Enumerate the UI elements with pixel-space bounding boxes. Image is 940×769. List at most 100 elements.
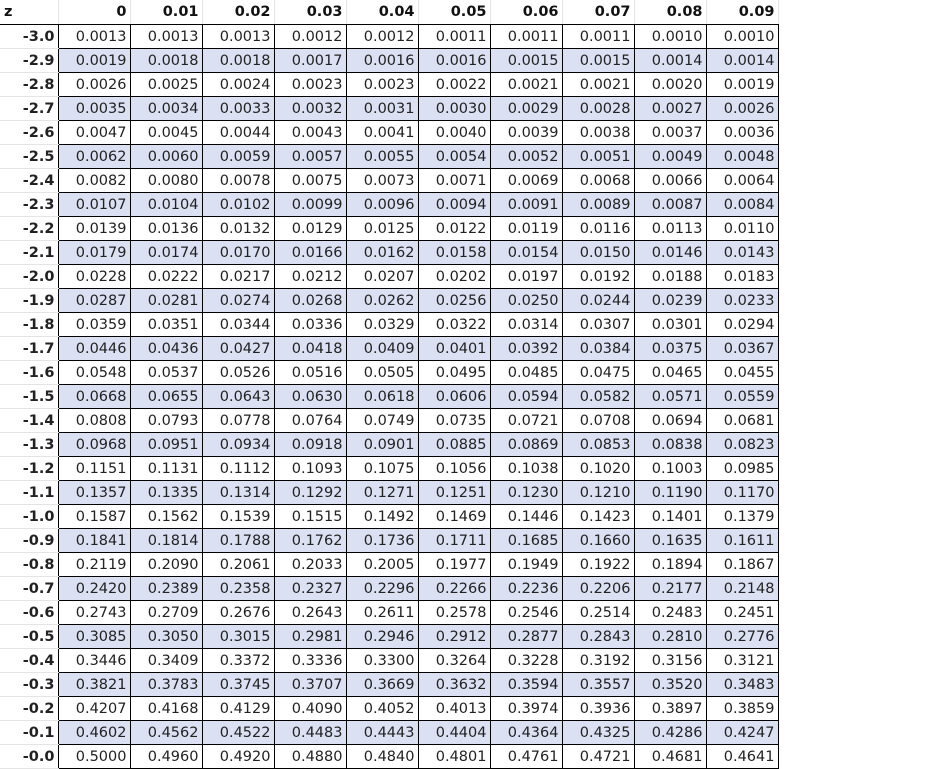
table-cell[interactable]: 0.0033 <box>201 96 275 121</box>
table-cell[interactable]: 0.4602 <box>57 720 131 745</box>
table-cell[interactable]: 0.4443 <box>345 720 419 745</box>
table-cell[interactable]: 0.4721 <box>561 744 635 769</box>
table-cell[interactable]: 0.0281 <box>129 288 203 313</box>
table-cell[interactable]: 0.0436 <box>129 336 203 361</box>
table-cell[interactable]: 0.2611 <box>345 600 419 625</box>
table-cell[interactable]: 0.0016 <box>345 48 419 73</box>
table-cell[interactable]: 0.4052 <box>345 696 419 721</box>
table-cell[interactable]: 0.4247 <box>705 720 779 745</box>
table-cell[interactable]: 0.2296 <box>345 576 419 601</box>
row-header-z[interactable]: -2.2 <box>0 216 59 241</box>
table-cell[interactable]: 0.0594 <box>489 384 563 409</box>
table-cell[interactable]: 0.1736 <box>345 528 419 553</box>
table-cell[interactable]: 0.0125 <box>345 216 419 241</box>
table-cell[interactable]: 0.0122 <box>417 216 491 241</box>
table-cell[interactable]: 0.0197 <box>489 264 563 289</box>
table-cell[interactable]: 0.0040 <box>417 120 491 145</box>
table-cell[interactable]: 0.1611 <box>705 528 779 553</box>
table-cell[interactable]: 0.0183 <box>705 264 779 289</box>
table-cell[interactable]: 0.0344 <box>201 312 275 337</box>
table-cell[interactable]: 0.1271 <box>345 480 419 505</box>
table-cell[interactable]: 0.0192 <box>561 264 635 289</box>
table-cell[interactable]: 0.0096 <box>345 192 419 217</box>
table-cell[interactable]: 0.0233 <box>705 288 779 313</box>
table-cell[interactable]: 0.4013 <box>417 696 491 721</box>
row-header-z[interactable]: -2.5 <box>0 144 59 169</box>
row-header-z[interactable]: -1.8 <box>0 312 59 337</box>
table-cell[interactable]: 0.2946 <box>345 624 419 649</box>
table-cell[interactable]: 0.0559 <box>705 384 779 409</box>
table-cell[interactable]: 0.0401 <box>417 336 491 361</box>
table-cell[interactable]: 0.0136 <box>129 216 203 241</box>
table-cell[interactable]: 0.0051 <box>561 144 635 169</box>
table-cell[interactable]: 0.1711 <box>417 528 491 553</box>
row-header-z[interactable]: -2.6 <box>0 120 59 145</box>
table-cell[interactable]: 0.0035 <box>57 96 131 121</box>
row-header-z[interactable]: -2.3 <box>0 192 59 217</box>
table-cell[interactable]: 0.0262 <box>345 288 419 313</box>
table-cell[interactable]: 0.3483 <box>705 672 779 697</box>
column-header[interactable]: 0.02 <box>202 0 275 25</box>
table-cell[interactable]: 0.0021 <box>489 72 563 97</box>
table-cell[interactable]: 0.2236 <box>489 576 563 601</box>
row-header-z[interactable]: -0.5 <box>0 624 59 649</box>
table-cell[interactable]: 0.3015 <box>201 624 275 649</box>
table-cell[interactable]: 0.0162 <box>345 240 419 265</box>
table-cell[interactable]: 0.1492 <box>345 504 419 529</box>
table-cell[interactable]: 0.0516 <box>273 360 347 385</box>
table-cell[interactable]: 0.4562 <box>129 720 203 745</box>
table-cell[interactable]: 0.3897 <box>633 696 707 721</box>
table-cell[interactable]: 0.0146 <box>633 240 707 265</box>
table-cell[interactable]: 0.0475 <box>561 360 635 385</box>
table-cell[interactable]: 0.3594 <box>489 672 563 697</box>
table-cell[interactable]: 0.1762 <box>273 528 347 553</box>
table-cell[interactable]: 0.0655 <box>129 384 203 409</box>
table-cell[interactable]: 0.1660 <box>561 528 635 553</box>
row-header-z[interactable]: -0.3 <box>0 672 59 697</box>
table-cell[interactable]: 0.0129 <box>273 216 347 241</box>
table-cell[interactable]: 0.0207 <box>345 264 419 289</box>
table-cell[interactable]: 0.2389 <box>129 576 203 601</box>
table-cell[interactable]: 0.3228 <box>489 648 563 673</box>
table-cell[interactable]: 0.2005 <box>345 552 419 577</box>
table-cell[interactable]: 0.2643 <box>273 600 347 625</box>
table-cell[interactable]: 0.0274 <box>201 288 275 313</box>
table-cell[interactable]: 0.0062 <box>57 144 131 169</box>
table-cell[interactable]: 0.0027 <box>633 96 707 121</box>
table-cell[interactable]: 0.1314 <box>201 480 275 505</box>
table-cell[interactable]: 0.2546 <box>489 600 563 625</box>
table-cell[interactable]: 0.0901 <box>345 432 419 457</box>
table-cell[interactable]: 0.2743 <box>57 600 131 625</box>
table-cell[interactable]: 0.1170 <box>705 480 779 505</box>
row-header-z[interactable]: -0.6 <box>0 600 59 625</box>
table-cell[interactable]: 0.3745 <box>201 672 275 697</box>
table-cell[interactable]: 0.0099 <box>273 192 347 217</box>
table-cell[interactable]: 0.1020 <box>561 456 635 481</box>
table-cell[interactable]: 0.2266 <box>417 576 491 601</box>
table-cell[interactable]: 0.0571 <box>633 384 707 409</box>
table-cell[interactable]: 0.0041 <box>345 120 419 145</box>
table-cell[interactable]: 0.0087 <box>633 192 707 217</box>
table-cell[interactable]: 0.0838 <box>633 432 707 457</box>
table-cell[interactable]: 0.1230 <box>489 480 563 505</box>
table-cell[interactable]: 0.0094 <box>417 192 491 217</box>
row-header-z[interactable]: -3.0 <box>0 24 59 49</box>
table-cell[interactable]: 0.0951 <box>129 432 203 457</box>
table-cell[interactable]: 0.0778 <box>201 408 275 433</box>
table-cell[interactable]: 0.0012 <box>345 24 419 49</box>
table-cell[interactable]: 0.2483 <box>633 600 707 625</box>
table-cell[interactable]: 0.0409 <box>345 336 419 361</box>
table-cell[interactable]: 0.0019 <box>705 72 779 97</box>
table-cell[interactable]: 0.0082 <box>57 168 131 193</box>
table-cell[interactable]: 0.4880 <box>273 744 347 769</box>
table-cell[interactable]: 0.1894 <box>633 552 707 577</box>
table-cell[interactable]: 0.2033 <box>273 552 347 577</box>
table-cell[interactable]: 0.0495 <box>417 360 491 385</box>
table-cell[interactable]: 0.0170 <box>201 240 275 265</box>
table-cell[interactable]: 0.0630 <box>273 384 347 409</box>
table-cell[interactable]: 0.4129 <box>201 696 275 721</box>
table-cell[interactable]: 0.0011 <box>489 24 563 49</box>
table-cell[interactable]: 0.1112 <box>201 456 275 481</box>
table-cell[interactable]: 0.0091 <box>489 192 563 217</box>
table-cell[interactable]: 0.3632 <box>417 672 491 697</box>
